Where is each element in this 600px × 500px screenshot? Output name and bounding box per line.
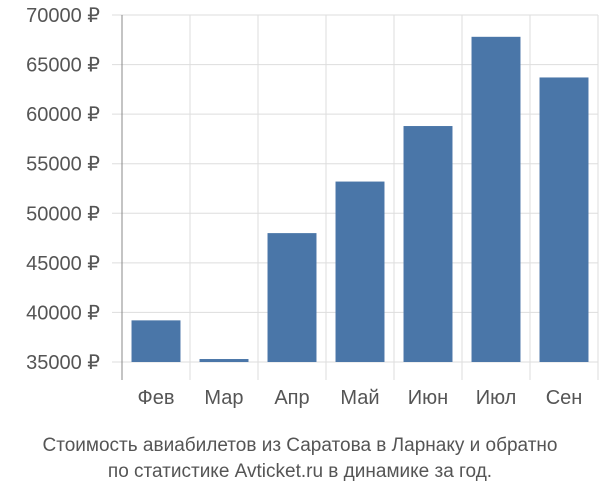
bar-7 xyxy=(539,77,589,363)
y-tick-label: 35000 ₽ xyxy=(26,352,100,374)
y-tick-label: 55000 ₽ xyxy=(26,154,100,176)
x-tick-label: Апр xyxy=(274,387,309,409)
y-tick-label: 65000 ₽ xyxy=(26,55,100,77)
chart-caption: Стоимость авиабилетов из Саратова в Ларн… xyxy=(0,433,600,485)
bar-2 xyxy=(199,359,249,362)
bar-3 xyxy=(267,233,317,362)
x-tick-label: Май xyxy=(340,387,379,409)
x-axis: Фев Мар Апр Май Июн Июл Сен xyxy=(138,387,583,409)
caption-line-1: Стоимость авиабилетов из Саратова в Ларн… xyxy=(42,435,558,456)
y-axis: 35000 ₽ 40000 ₽ 45000 ₽ 50000 ₽ 55000 ₽ 60000… xyxy=(26,5,123,380)
y-tick-label: 50000 ₽ xyxy=(26,203,100,225)
grid-lines xyxy=(112,14,599,380)
bars xyxy=(131,36,589,363)
y-tick-label: 40000 ₽ xyxy=(26,302,100,324)
bar-1 xyxy=(131,320,181,362)
y-tick-label: 60000 ₽ xyxy=(26,104,100,126)
bar-6 xyxy=(471,36,521,362)
bar-5 xyxy=(403,126,453,362)
x-tick-label: Июл xyxy=(476,387,517,409)
caption-line-2: по статистике Avticket.ru в динамике за … xyxy=(107,461,493,482)
x-tick-label: Июн xyxy=(408,387,448,409)
bar-4 xyxy=(335,181,385,362)
x-tick-label: Фев xyxy=(138,387,175,409)
y-tick-label: 70000 ₽ xyxy=(26,5,100,27)
x-tick-label: Сен xyxy=(546,387,583,409)
y-tick-label: 45000 ₽ xyxy=(26,253,100,275)
x-tick-label: Мар xyxy=(204,387,243,409)
